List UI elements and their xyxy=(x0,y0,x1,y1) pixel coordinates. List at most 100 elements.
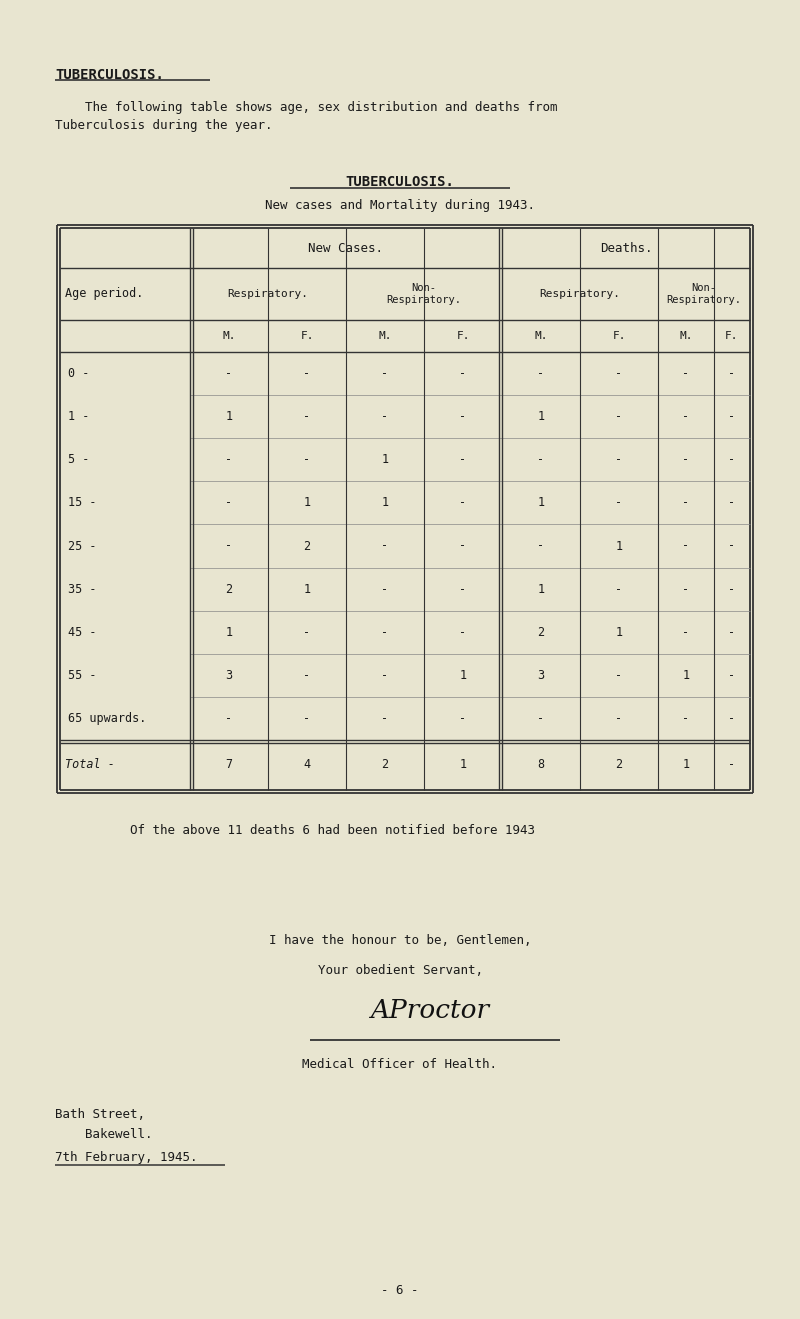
Text: 1: 1 xyxy=(459,758,466,772)
Text: Respiratory.: Respiratory. xyxy=(227,289,309,299)
Text: -: - xyxy=(226,539,233,553)
Text: 2: 2 xyxy=(382,758,389,772)
Text: -: - xyxy=(303,367,310,380)
Text: -: - xyxy=(226,712,233,725)
Text: F.: F. xyxy=(300,331,314,342)
Text: -: - xyxy=(682,367,690,380)
Text: -: - xyxy=(459,625,466,638)
Text: Non-
Respiratory.: Non- Respiratory. xyxy=(666,284,742,305)
Text: 1: 1 xyxy=(615,625,622,638)
Text: -: - xyxy=(303,410,310,423)
Text: -: - xyxy=(303,454,310,467)
Text: 5 -: 5 - xyxy=(68,454,90,467)
Text: -: - xyxy=(729,539,735,553)
Text: Age period.: Age period. xyxy=(65,288,143,301)
Text: 2: 2 xyxy=(226,583,233,596)
Text: 1: 1 xyxy=(538,410,545,423)
Text: M.: M. xyxy=(378,331,392,342)
Text: - 6 -: - 6 - xyxy=(382,1283,418,1297)
Text: -: - xyxy=(382,410,389,423)
Text: -: - xyxy=(729,410,735,423)
Text: -: - xyxy=(303,669,310,682)
Text: -: - xyxy=(682,583,690,596)
Text: 1: 1 xyxy=(538,583,545,596)
Text: -: - xyxy=(729,583,735,596)
Text: 55 -: 55 - xyxy=(68,669,97,682)
Text: -: - xyxy=(729,367,735,380)
Text: 0 -: 0 - xyxy=(68,367,90,380)
Text: -: - xyxy=(459,410,466,423)
Text: Respiratory.: Respiratory. xyxy=(539,289,621,299)
Text: -: - xyxy=(615,496,622,509)
Text: -: - xyxy=(459,454,466,467)
Text: 1: 1 xyxy=(459,669,466,682)
Text: 1: 1 xyxy=(382,496,389,509)
Text: -: - xyxy=(538,367,545,380)
Text: New cases and Mortality during 1943.: New cases and Mortality during 1943. xyxy=(265,198,535,211)
Text: F.: F. xyxy=(726,331,738,342)
Text: -: - xyxy=(729,496,735,509)
Text: 45 -: 45 - xyxy=(68,625,97,638)
Text: -: - xyxy=(729,758,735,772)
Text: Non-
Respiratory.: Non- Respiratory. xyxy=(386,284,462,305)
Text: Of the above 11 deaths 6 had been notified before 1943: Of the above 11 deaths 6 had been notifi… xyxy=(130,823,535,836)
Text: M.: M. xyxy=(679,331,693,342)
Text: TUBERCULOSIS.: TUBERCULOSIS. xyxy=(55,69,164,82)
Text: F.: F. xyxy=(612,331,626,342)
Text: Bakewell.: Bakewell. xyxy=(55,1129,153,1141)
Text: 1: 1 xyxy=(382,454,389,467)
Text: -: - xyxy=(615,454,622,467)
Text: 2: 2 xyxy=(538,625,545,638)
Text: Deaths.: Deaths. xyxy=(600,241,652,255)
Text: -: - xyxy=(382,367,389,380)
Text: -: - xyxy=(682,410,690,423)
Text: 1: 1 xyxy=(615,539,622,553)
Text: -: - xyxy=(615,367,622,380)
Text: -: - xyxy=(615,583,622,596)
Text: 1: 1 xyxy=(538,496,545,509)
Text: -: - xyxy=(226,454,233,467)
Text: 1: 1 xyxy=(226,410,233,423)
Text: 4: 4 xyxy=(303,758,310,772)
Text: -: - xyxy=(303,712,310,725)
Text: -: - xyxy=(615,669,622,682)
Text: 7: 7 xyxy=(226,758,233,772)
Text: Your obedient Servant,: Your obedient Servant, xyxy=(318,963,482,976)
Text: I have the honour to be, Gentlemen,: I have the honour to be, Gentlemen, xyxy=(269,934,531,947)
Text: 1: 1 xyxy=(226,625,233,638)
Text: 7th February, 1945.: 7th February, 1945. xyxy=(55,1151,198,1165)
Text: -: - xyxy=(226,367,233,380)
Text: -: - xyxy=(682,496,690,509)
Text: The following table shows age, sex distribution and deaths from: The following table shows age, sex distr… xyxy=(55,102,558,115)
Text: 1: 1 xyxy=(303,583,310,596)
Text: -: - xyxy=(538,454,545,467)
Text: Bath Street,: Bath Street, xyxy=(55,1108,145,1121)
Text: -: - xyxy=(682,625,690,638)
Text: -: - xyxy=(615,712,622,725)
Text: M.: M. xyxy=(534,331,548,342)
Text: -: - xyxy=(459,583,466,596)
Text: -: - xyxy=(459,712,466,725)
Text: 1: 1 xyxy=(682,758,690,772)
Text: 3: 3 xyxy=(538,669,545,682)
Text: -: - xyxy=(729,712,735,725)
Text: 35 -: 35 - xyxy=(68,583,97,596)
Text: TUBERCULOSIS.: TUBERCULOSIS. xyxy=(346,175,454,189)
Text: -: - xyxy=(682,539,690,553)
Text: -: - xyxy=(303,625,310,638)
Text: Tuberculosis during the year.: Tuberculosis during the year. xyxy=(55,119,273,132)
Text: -: - xyxy=(729,625,735,638)
Text: Total -: Total - xyxy=(65,758,115,772)
Text: F.: F. xyxy=(456,331,470,342)
Text: 1 -: 1 - xyxy=(68,410,90,423)
Text: Medical Officer of Health.: Medical Officer of Health. xyxy=(302,1059,498,1071)
Text: -: - xyxy=(682,454,690,467)
Text: -: - xyxy=(682,712,690,725)
Text: New Cases.: New Cases. xyxy=(309,241,383,255)
Text: 2: 2 xyxy=(615,758,622,772)
Text: 65 upwards.: 65 upwards. xyxy=(68,712,146,725)
Text: -: - xyxy=(459,539,466,553)
Text: 25 -: 25 - xyxy=(68,539,97,553)
Text: 1: 1 xyxy=(682,669,690,682)
Text: -: - xyxy=(538,539,545,553)
